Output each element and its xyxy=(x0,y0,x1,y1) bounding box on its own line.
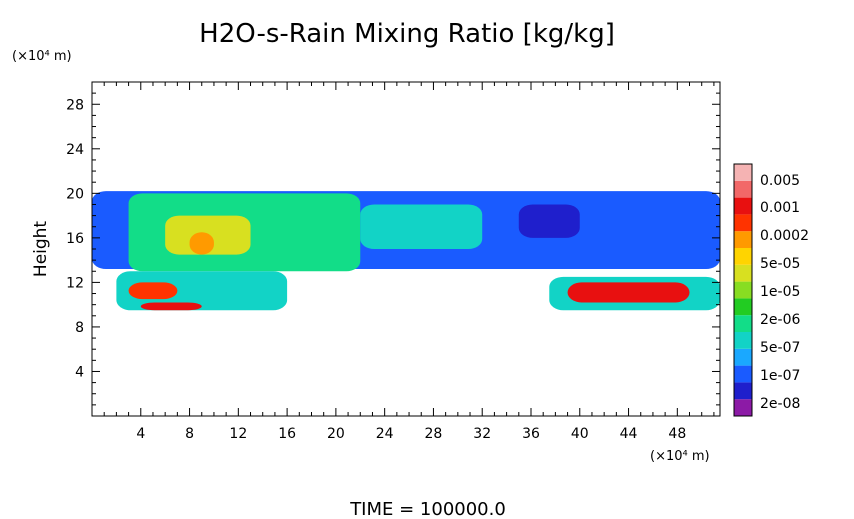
colorbar: 2e-08 1e-07 5e-07 2e-06 1e-05 5e-05 0.0002 0.00… xyxy=(733,163,809,417)
colorbar-label: 0.001 xyxy=(760,200,800,216)
time-footer: TIME = 100000.0 xyxy=(349,499,506,519)
x-tick-label: 12 xyxy=(229,426,247,442)
colorbar-swatch xyxy=(734,231,752,248)
mixing-ratio-field xyxy=(92,191,720,311)
y-tick-label: 12 xyxy=(66,275,84,291)
y-tick-label: 24 xyxy=(66,142,84,158)
colorbar-label: 2e-06 xyxy=(760,312,800,328)
colorbar-swatch xyxy=(734,264,752,282)
colorbar-swatch xyxy=(734,248,752,265)
y-tick-label: 4 xyxy=(75,364,84,380)
colorbar-label: 5e-07 xyxy=(760,340,800,356)
x-tick-label: 24 xyxy=(376,426,394,442)
colorbar-frame xyxy=(733,163,753,417)
x-axis-unit: (×10⁴ m) xyxy=(650,449,710,464)
colorbar-label: 1e-05 xyxy=(760,284,800,300)
field-region-8 xyxy=(140,302,202,311)
colorbar-swatch xyxy=(734,399,752,416)
colorbar-swatch xyxy=(734,197,752,215)
field-region-3 xyxy=(189,232,214,255)
field-region-4 xyxy=(360,204,483,249)
y-axis-unit: (×10⁴ m) xyxy=(12,49,72,64)
x-tick-label: 36 xyxy=(522,426,540,442)
colorbar-label: 2e-08 xyxy=(760,396,800,412)
x-tick-label: 48 xyxy=(668,426,686,442)
field-region-5 xyxy=(518,204,580,238)
colorbar-swatch xyxy=(734,332,752,349)
colorbar-swatch xyxy=(734,214,752,232)
colorbar-swatch xyxy=(734,315,752,332)
x-tick-label: 28 xyxy=(425,426,443,442)
x-tick-label: 32 xyxy=(473,426,491,442)
colorbar-label: 1e-07 xyxy=(760,368,800,384)
colorbar-swatch xyxy=(734,382,752,400)
x-tick-label: 40 xyxy=(571,426,589,442)
field-region-10 xyxy=(567,282,690,303)
x-tick-label: 44 xyxy=(620,426,638,442)
x-tick-label: 16 xyxy=(278,426,296,442)
y-tick-label: 8 xyxy=(75,320,84,336)
field-region-7 xyxy=(128,282,178,300)
y-axis-label: Height xyxy=(31,221,51,278)
colorbar-swatch xyxy=(734,180,752,198)
y-tick-label: 20 xyxy=(66,186,84,202)
y-tick-label: 16 xyxy=(66,231,84,247)
y-tick-label: 28 xyxy=(66,97,84,113)
colorbar-label: 0.0002 xyxy=(760,228,809,244)
colorbar-swatch xyxy=(734,298,752,316)
chart-title: H2O-s-Rain Mixing Ratio [kg/kg] xyxy=(199,19,615,49)
colorbar-swatch xyxy=(734,348,752,366)
colorbar-label: 0.005 xyxy=(760,173,800,189)
x-tick-label: 8 xyxy=(185,426,194,442)
colorbar-swatch xyxy=(734,164,752,181)
colorbar-swatch xyxy=(734,365,752,383)
x-tick-label: 20 xyxy=(327,426,345,442)
x-tick-label: 4 xyxy=(136,426,145,442)
colorbar-swatch xyxy=(734,281,752,299)
colorbar-label: 5e-05 xyxy=(760,256,800,272)
field-region-6 xyxy=(116,271,288,311)
